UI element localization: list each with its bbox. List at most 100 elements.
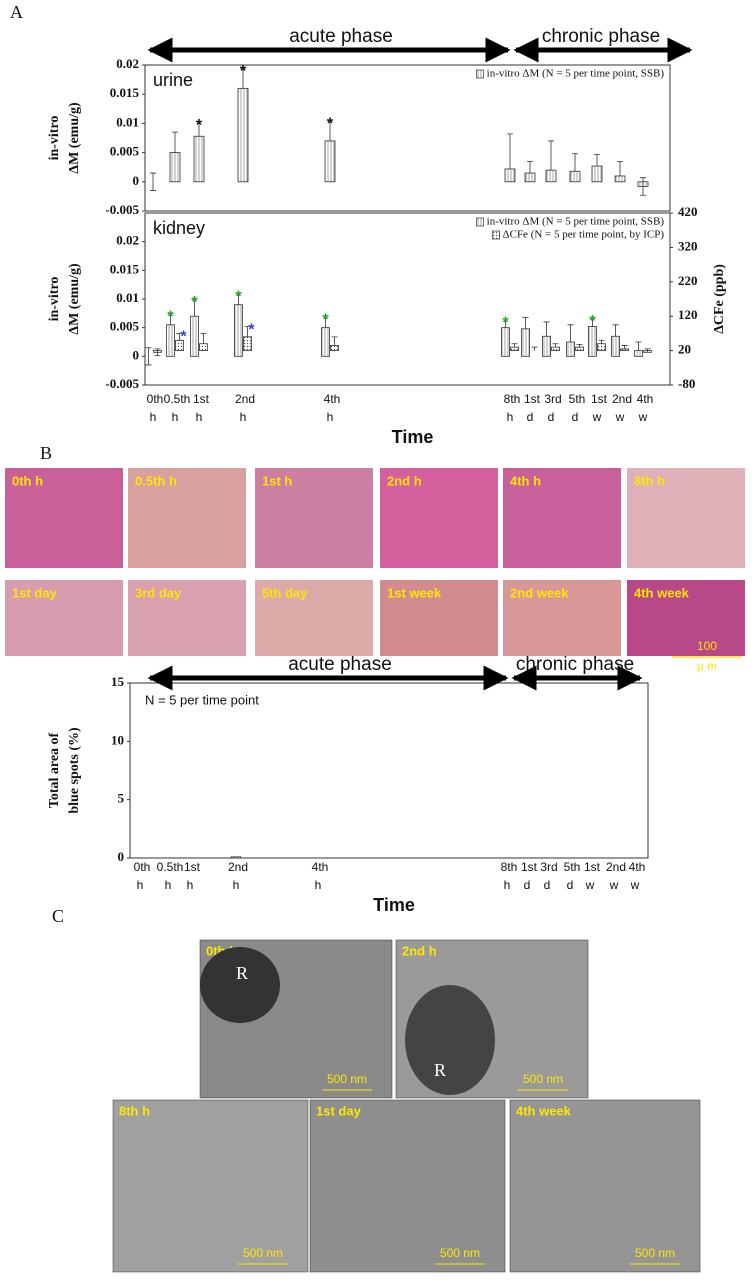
micrograph xyxy=(112,1099,309,1273)
error-bar xyxy=(154,348,161,357)
micrograph-label: 2nd h xyxy=(402,943,437,958)
phase-label: chronic phase xyxy=(542,26,660,47)
y-tick-label: 0.01 xyxy=(116,290,139,305)
y-tick-label: 0 xyxy=(133,173,140,188)
x-tick-unit: d xyxy=(567,878,574,892)
significance-marker: * xyxy=(240,63,247,80)
micrograph xyxy=(255,580,373,656)
error-bar xyxy=(640,177,646,196)
x-tick-unit: w xyxy=(630,878,640,892)
error-bar xyxy=(331,336,338,346)
x-tick-label: 8th xyxy=(501,860,518,874)
phase-label: chronic phase xyxy=(516,654,634,675)
micrograph-label: 2nd h xyxy=(387,473,422,488)
micrograph xyxy=(627,468,745,568)
bar xyxy=(551,346,560,352)
bar xyxy=(169,152,181,183)
bar xyxy=(620,348,629,352)
x-tick-unit: h xyxy=(327,410,334,424)
x-axis-label: Time xyxy=(373,895,415,915)
micrograph xyxy=(128,468,246,568)
x-tick-label: 0.5th xyxy=(164,392,191,406)
bar xyxy=(230,856,242,859)
x-tick-unit: w xyxy=(615,410,625,424)
annotation: kidney xyxy=(153,218,205,238)
scale-bar-label: 500 nm xyxy=(327,1072,367,1086)
micrograph xyxy=(509,1099,701,1273)
y2-tick-label: 420 xyxy=(678,204,698,219)
x-tick-unit: d xyxy=(524,878,531,892)
bar xyxy=(504,168,516,183)
significance-marker: * xyxy=(196,117,203,134)
scale-bar-label: 500 nm xyxy=(523,1072,563,1086)
significance-marker: * xyxy=(167,309,174,326)
micrograph-label: 2nd week xyxy=(510,585,569,600)
error-bar xyxy=(172,131,178,153)
micrograph-label: 8th h xyxy=(634,473,665,488)
error-bar xyxy=(150,172,156,191)
x-tick-label: 8th xyxy=(504,392,521,406)
error-bar xyxy=(196,121,202,137)
y-axis-label: in-vitro xyxy=(47,277,62,322)
y2-tick-label: -80 xyxy=(678,376,695,391)
bar xyxy=(501,327,510,357)
y-tick-label: 0 xyxy=(118,849,125,864)
error-bar xyxy=(612,324,619,337)
error-bar xyxy=(572,153,578,172)
y2-tick-label: 320 xyxy=(678,238,698,253)
x-tick-label: 2nd xyxy=(228,860,248,874)
y-axis-label: in-vitro xyxy=(47,116,62,161)
y-tick-label: 0.02 xyxy=(116,233,139,248)
phase-label: acute phase xyxy=(288,654,392,675)
x-tick-unit: h xyxy=(150,410,157,424)
y-tick-label: 0.02 xyxy=(116,56,139,71)
x-tick-label: 1st xyxy=(521,860,538,874)
error-bar xyxy=(531,346,538,351)
micrograph xyxy=(627,580,745,656)
significance-marker: * xyxy=(327,116,334,133)
error-bar xyxy=(145,347,152,366)
y-tick-label: -0.005 xyxy=(105,202,139,217)
error-bar xyxy=(644,348,651,353)
error-bar xyxy=(522,316,529,329)
error-bar xyxy=(240,67,246,89)
panel-label: A xyxy=(10,2,23,22)
x-tick-label: 5th xyxy=(569,392,586,406)
bar xyxy=(524,172,536,183)
x-tick-label: 1st xyxy=(184,860,201,874)
y-tick-label: 10 xyxy=(111,732,124,747)
micrograph xyxy=(503,580,621,656)
x-axis-label: Time xyxy=(392,427,434,447)
legend-swatch xyxy=(492,230,500,240)
bar xyxy=(591,165,603,183)
micrograph-label: 1st week xyxy=(387,585,442,600)
y-axis-label: ΔM (emu/g) xyxy=(67,263,82,335)
error-bar xyxy=(552,343,559,348)
significance-marker: * xyxy=(235,288,242,305)
bar xyxy=(634,350,643,357)
bar xyxy=(569,170,581,183)
significance-marker: * xyxy=(191,294,198,311)
x-tick-label: 2nd xyxy=(606,860,626,874)
significance-marker: * xyxy=(502,314,509,331)
micrograph-label: 4th week xyxy=(516,1103,572,1118)
y2-tick-label: 120 xyxy=(678,307,698,322)
x-tick-label: 2nd xyxy=(612,392,632,406)
y-tick-label: 0.005 xyxy=(110,144,140,159)
x-tick-unit: w xyxy=(585,878,595,892)
legend-label: in-vitro ΔM (N = 5 per time point, SSB) xyxy=(487,216,665,228)
x-tick-unit: w xyxy=(609,878,619,892)
bar xyxy=(243,336,252,351)
micrograph-label: 1st day xyxy=(12,585,58,600)
x-tick-label: 5th xyxy=(564,860,581,874)
bar xyxy=(321,327,330,357)
y-tick-label: -0.005 xyxy=(105,376,139,391)
scale-bar-label: 100 xyxy=(697,639,717,653)
bar xyxy=(566,341,575,357)
error-bar xyxy=(527,160,533,174)
error-bar xyxy=(502,318,509,328)
error-bar xyxy=(167,312,174,325)
error-bar xyxy=(176,333,183,341)
x-tick-unit: h xyxy=(172,410,179,424)
